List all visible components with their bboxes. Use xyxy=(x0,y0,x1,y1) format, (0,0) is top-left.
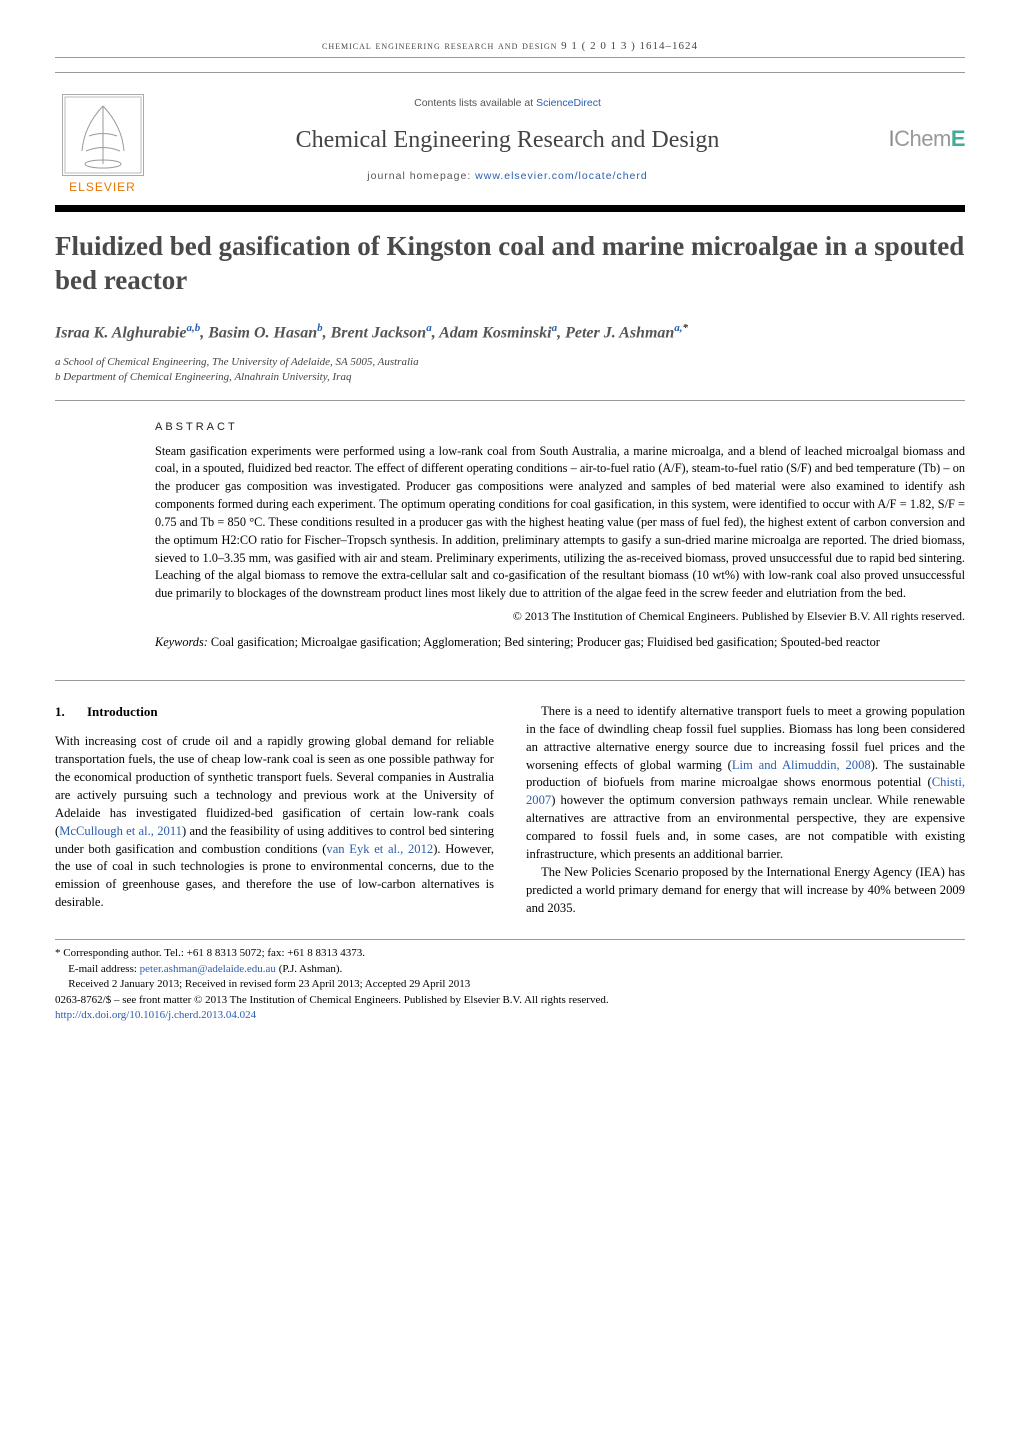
journal-name: Chemical Engineering Research and Design xyxy=(150,127,865,154)
body-paragraph: There is a need to identify alternative … xyxy=(526,703,965,864)
journal-homepage-line: journal homepage: www.elsevier.com/locat… xyxy=(150,170,865,182)
author-5: , Peter J. Ashman xyxy=(557,324,674,341)
keywords-label: Keywords: xyxy=(155,635,208,649)
citation-link[interactable]: van Eyk et al., 2012 xyxy=(326,842,433,856)
email-link[interactable]: peter.ashman@adelaide.edu.au xyxy=(140,963,276,975)
contents-available-line: Contents lists available at ScienceDirec… xyxy=(150,97,865,109)
corresponding-star-icon: * xyxy=(683,322,689,334)
journal-homepage-link[interactable]: www.elsevier.com/locate/cherd xyxy=(475,170,648,182)
section-1-number: 1. xyxy=(55,703,87,721)
article-title: Fluidized bed gasification of Kingston c… xyxy=(55,230,965,298)
abstract-text: Steam gasification experiments were perf… xyxy=(155,443,965,603)
author-5-affil: a,* xyxy=(674,322,688,334)
footnote-block: * Corresponding author. Tel.: +61 8 8313… xyxy=(55,939,965,1023)
keywords-line: Keywords: Coal gasification; Microalgae … xyxy=(155,634,965,652)
author-1-affil: a,b xyxy=(186,322,200,334)
icheme-logo: IChemE xyxy=(865,126,965,152)
abstract-copyright: © 2013 The Institution of Chemical Engin… xyxy=(155,609,965,624)
citation-link[interactable]: McCullough et al., 2011 xyxy=(59,824,182,838)
abstract-heading: ABSTRACT xyxy=(155,421,965,433)
icheme-chem: Chem xyxy=(894,126,951,151)
sciencedirect-link[interactable]: ScienceDirect xyxy=(536,97,601,109)
email-label: E-mail address: xyxy=(68,963,139,975)
author-2: , Basim O. Hasan xyxy=(200,324,317,341)
section-1-title: Introduction xyxy=(87,704,158,719)
icheme-e: E xyxy=(951,126,965,151)
citation-link[interactable]: Lim and Alimuddin, 2008 xyxy=(732,758,871,772)
body-paragraph: With increasing cost of crude oil and a … xyxy=(55,733,494,912)
column-right: There is a need to identify alternative … xyxy=(526,703,965,918)
doi-link[interactable]: http://dx.doi.org/10.1016/j.cherd.2013.0… xyxy=(55,1009,256,1021)
author-4: , Adam Kosminski xyxy=(432,324,552,341)
received-line: Received 2 January 2013; Received in rev… xyxy=(55,977,965,992)
author-1: Israa K. Alghurabie xyxy=(55,324,186,341)
body-paragraph: The New Policies Scenario proposed by th… xyxy=(526,864,965,918)
affiliations: a School of Chemical Engineering, The Un… xyxy=(55,355,965,401)
author-list: Israa K. Alghurabiea,b, Basim O. Hasanb,… xyxy=(55,320,965,345)
page: chemical engineering research and design… xyxy=(0,0,1020,1053)
corr-label: * Corresponding author. xyxy=(55,947,162,959)
section-1-heading: 1.Introduction xyxy=(55,703,494,721)
elsevier-logo: ELSEVIER xyxy=(55,84,150,194)
body-text: ) however the optimum conversion pathway… xyxy=(526,793,965,861)
contents-text: Contents lists available at xyxy=(414,97,536,109)
running-head: chemical engineering research and design… xyxy=(55,40,965,58)
email-line: E-mail address: peter.ashman@adelaide.ed… xyxy=(55,962,965,977)
body-two-column: 1.Introduction With increasing cost of c… xyxy=(55,703,965,918)
author-3: , Brent Jackson xyxy=(323,324,427,341)
column-left: 1.Introduction With increasing cost of c… xyxy=(55,703,494,918)
affiliation-a: a School of Chemical Engineering, The Un… xyxy=(55,355,965,370)
email-suffix: (P.J. Ashman). xyxy=(276,963,342,975)
corr-telfax: Tel.: +61 8 8313 5072; fax: +61 8 8313 4… xyxy=(162,947,365,959)
affiliation-b: b Department of Chemical Engineering, Al… xyxy=(55,370,965,385)
journal-header-bar: ELSEVIER Contents lists available at Sci… xyxy=(55,72,965,212)
header-center: Contents lists available at ScienceDirec… xyxy=(150,97,865,182)
keywords-text: Coal gasification; Microalgae gasificati… xyxy=(208,635,880,649)
issn-line: 0263-8762/$ – see front matter © 2013 Th… xyxy=(55,993,965,1008)
abstract-block: ABSTRACT Steam gasification experiments … xyxy=(155,421,965,652)
divider xyxy=(55,680,965,681)
body-text: With increasing cost of crude oil and a … xyxy=(55,734,494,837)
corresponding-author-line: * Corresponding author. Tel.: +61 8 8313… xyxy=(55,946,965,961)
elsevier-wordmark: ELSEVIER xyxy=(69,180,136,194)
elsevier-tree-icon xyxy=(62,94,144,176)
homepage-label: journal homepage: xyxy=(367,170,475,182)
